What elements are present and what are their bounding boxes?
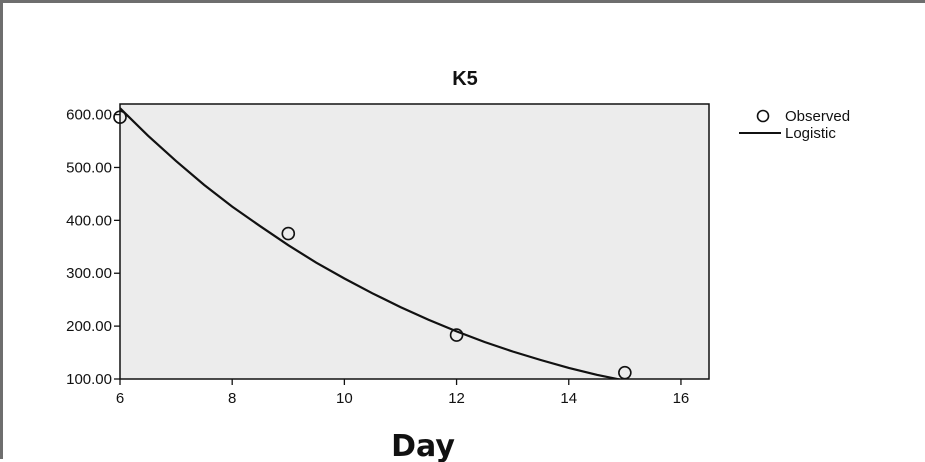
- x-axis: 6 8 10 12 14 16: [116, 379, 689, 407]
- y-tick-label: 300.00: [66, 265, 112, 282]
- observed-point: [449, 328, 464, 342]
- observed-point: [618, 365, 632, 380]
- x-tick-label: 6: [116, 390, 124, 407]
- x-axis-label: Day: [391, 429, 455, 462]
- legend-observed-marker: [756, 109, 770, 123]
- legend-observed-label: Observed: [785, 108, 850, 125]
- y-tick-label: 600.00: [66, 107, 112, 124]
- y-axis: 100.00 200.00 300.00 400.00 500.00 600.00: [66, 107, 120, 388]
- y-tick-label: 200.00: [66, 318, 112, 335]
- chart-title: K5: [452, 68, 478, 90]
- observed-point: [281, 226, 296, 241]
- legend: Observed Logistic: [739, 108, 850, 142]
- logistic-curve: [120, 107, 623, 379]
- x-tick-label: 16: [673, 390, 690, 407]
- chart-svg: K5 100.00200.00300.00400.00500.00600.00 …: [66, 68, 850, 462]
- y-tick-label: 100.00: [66, 371, 112, 388]
- x-tick-label: 10: [336, 390, 353, 407]
- plot-area: [119, 103, 710, 380]
- legend-logistic-label: Logistic: [785, 125, 836, 142]
- x-tick-label: 14: [560, 390, 577, 407]
- y-tick-label: 400.00: [66, 212, 112, 229]
- y-tick-label: 500.00: [66, 159, 112, 176]
- x-tick-label: 8: [228, 390, 236, 407]
- x-tick-label: 12: [448, 390, 465, 407]
- observed-point: [113, 110, 127, 125]
